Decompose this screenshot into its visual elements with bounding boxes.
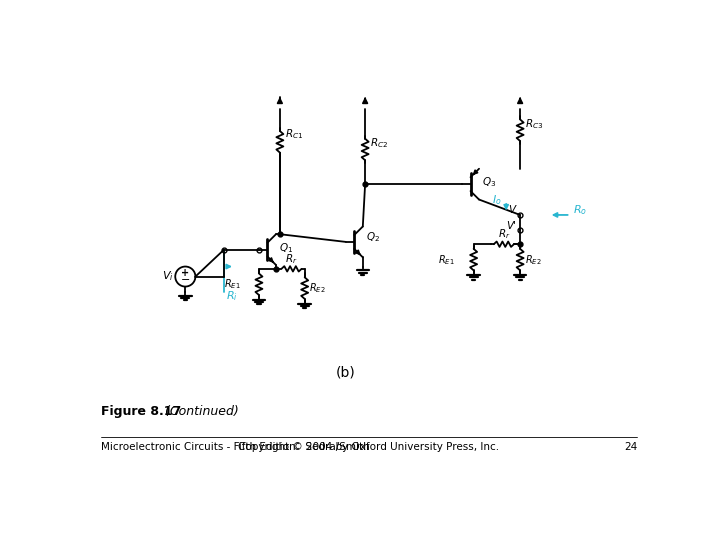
Text: −: −	[181, 275, 190, 285]
Text: $Q_1$: $Q_1$	[279, 241, 293, 255]
Text: $R_{E1}$: $R_{E1}$	[224, 278, 240, 291]
Text: $R_i$: $R_i$	[225, 289, 238, 303]
Text: $V_i$: $V_i$	[163, 269, 174, 282]
Text: V: V	[508, 205, 515, 215]
Text: $I_o$: $I_o$	[492, 193, 502, 207]
Text: Microelectronic Circuits - Fifth Edition   Sedra/Smith: Microelectronic Circuits - Fifth Edition…	[101, 442, 369, 452]
Text: $Q_3$: $Q_3$	[482, 176, 496, 190]
Text: $R_o$: $R_o$	[573, 204, 587, 217]
Text: Copyright © 2004 by Oxford University Press, Inc.: Copyright © 2004 by Oxford University Pr…	[238, 442, 500, 452]
Text: Figure 8.17: Figure 8.17	[101, 405, 181, 418]
Text: $R_{C2}$: $R_{C2}$	[370, 137, 388, 150]
Text: $R_{E1}$: $R_{E1}$	[438, 253, 455, 267]
Text: $R_{E2}$: $R_{E2}$	[310, 281, 326, 295]
Text: $R_{C3}$: $R_{C3}$	[525, 117, 543, 131]
Text: $Q_2$: $Q_2$	[366, 231, 380, 244]
Text: V': V'	[506, 221, 516, 231]
Text: $R_{C1}$: $R_{C1}$	[284, 127, 303, 141]
Text: (b): (b)	[336, 366, 356, 380]
Text: (Continued): (Continued)	[161, 405, 239, 418]
Text: 24: 24	[624, 442, 637, 452]
Text: $R_r$: $R_r$	[498, 227, 510, 241]
Text: +: +	[181, 268, 189, 279]
Text: $R_{E2}$: $R_{E2}$	[525, 253, 541, 267]
Text: $R_r$: $R_r$	[285, 252, 298, 266]
